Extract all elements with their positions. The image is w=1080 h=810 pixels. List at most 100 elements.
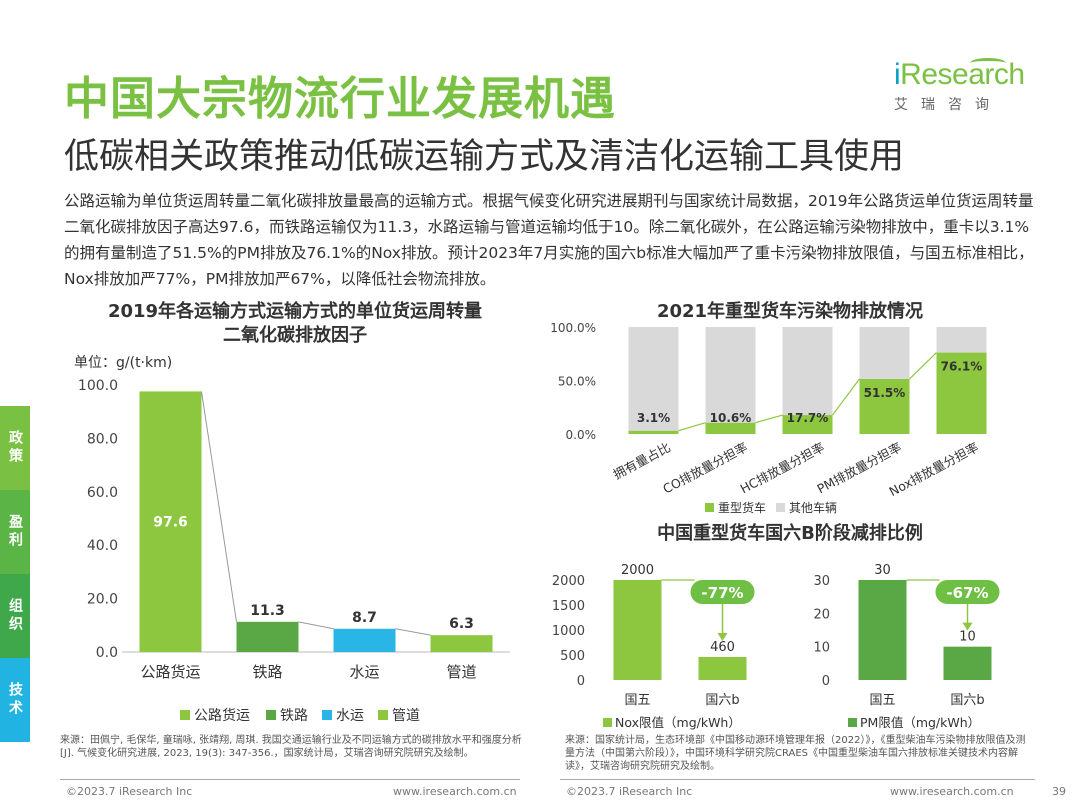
chart2-bar-segment: [936, 352, 987, 434]
chart4-legend-swatch: [848, 718, 857, 727]
side-tab-policy[interactable]: 政策: [0, 406, 30, 490]
chart2-data-label: 10.6%: [710, 411, 752, 425]
chart3-change-badge: [690, 580, 755, 604]
chart4-data-label: 10: [959, 630, 976, 645]
chart4-y-tick: 30: [813, 574, 830, 589]
chart1-unit-label: 单位：g/(t·km): [74, 355, 172, 371]
chart1-bar: [236, 621, 299, 652]
chart4-x-tick: 国六b: [950, 693, 984, 708]
chart3-change-arrow-icon: [717, 633, 728, 641]
chart1-y-tick: 0.0: [96, 645, 118, 661]
footer-copyright-left: ©2023.7 iResearch Inc: [66, 785, 193, 798]
side-tab-organization[interactable]: 组织: [0, 574, 30, 658]
chart4-legend-label: PM限值（mg/kWh）: [860, 715, 980, 730]
chart1-data-label: 97.6: [153, 515, 188, 531]
iresearch-logo: iResearch 艾瑞咨询: [894, 58, 1025, 118]
chart3-y-tick: 1000: [552, 624, 585, 639]
chart2-connector-line: [832, 378, 860, 416]
chart3-title: 中国重型货车国六B阶段减排比例: [657, 523, 923, 544]
chart2-x-tick: 拥有量占比: [611, 439, 673, 482]
chart3-bar: [698, 657, 747, 680]
chart3-data-label: 460: [710, 640, 735, 655]
chart1-title: 2019年各运输方式运输方式的单位货运周转量 二氧化碳排放因子: [60, 300, 530, 348]
chart2-legend-swatch: [776, 503, 785, 512]
chart1-y-tick: 40.0: [87, 538, 118, 554]
chart4-pm-bar-chart: 0 10 20 30 30 国五 10 国六b -67% PM限值（mg/kWh）: [813, 563, 1000, 730]
chart3-legend-label: Nox限值（mg/kWh）: [615, 715, 741, 730]
chart2-data-label: 76.1%: [941, 360, 983, 374]
chart2-bar-segment: [782, 415, 833, 434]
chart1-y-tick: 80.0: [87, 431, 118, 447]
side-tab-profit[interactable]: 盈利: [0, 490, 30, 574]
side-tab-technology[interactable]: 技术: [0, 658, 30, 742]
chart2-bar-segment: [705, 422, 756, 434]
chart2-connector-line: [678, 422, 706, 432]
chart3-y-tick: 2000: [552, 574, 585, 589]
chart3-change-label: -77%: [701, 584, 743, 602]
chart1-connector-line: [395, 628, 431, 636]
chart2-connector-line: [755, 414, 783, 424]
chart1-x-tick: 水运: [349, 663, 379, 681]
chart1-x-tick: 公路货运: [140, 663, 200, 681]
chart1-data-label: 6.3: [449, 616, 474, 632]
chart4-x-tick: 国五: [869, 693, 895, 708]
chart4-change-arrow-icon: [962, 622, 973, 631]
chart1-legend-swatch: [378, 710, 388, 720]
chart2-data-label: 17.7%: [787, 411, 829, 425]
chart2-legend-label: 其他车辆: [789, 500, 837, 515]
chart2-legend-swatch: [705, 503, 714, 512]
footer-copyright-right: ©2023.7 iResearch Inc: [566, 785, 693, 798]
logo-swoosh-icon: [970, 58, 1006, 68]
chart3-y-tick: 0: [577, 674, 585, 689]
footer-url-right[interactable]: www.iresearch.com.cn: [890, 785, 1014, 798]
chart1-y-tick: 20.0: [87, 592, 118, 608]
chart3-bar: [613, 580, 662, 680]
source-left: 来源：田佩宁, 毛保华, 童瑞咏, 张靖翔, 周琪. 我国交通运输行业及不同运输…: [60, 735, 522, 759]
chart1-legend-swatch: [322, 710, 332, 720]
chart2-bar-segment: [705, 327, 756, 423]
chart2-x-tick: CO排放量分担率: [660, 439, 750, 496]
side-tab-label: 政策: [7, 430, 23, 466]
side-tab-label: 盈利: [7, 514, 23, 550]
side-tab-label: 技术: [7, 682, 23, 718]
chart1-x-tick: 铁路: [252, 663, 282, 681]
chart2-connector-line: [909, 352, 937, 380]
chart4-y-tick: 0: [822, 674, 830, 689]
chart4-change-badge: [935, 580, 1000, 604]
chart2-data-label: 3.1%: [637, 411, 670, 425]
chart2-legend-label: 重型货车: [718, 500, 766, 515]
chart1-title-line1: 2019年各运输方式运输方式的单位货运周转量: [107, 301, 483, 322]
chart1-y-tick: 100.0: [78, 378, 118, 394]
chart1-y-tick: 60.0: [87, 485, 118, 501]
chart1-title-line2: 二氧化碳排放因子: [223, 325, 367, 346]
chart2-y-tick: 0.0%: [566, 428, 597, 442]
chart1-bar: [430, 635, 493, 652]
logo-letter-i: i: [894, 58, 901, 91]
chart3-data-label: 2000: [621, 563, 654, 578]
chart2-y-tick: 100.0%: [550, 321, 596, 335]
chart1-data-label: 8.7: [352, 610, 377, 626]
page-number: 39: [1052, 785, 1066, 798]
chart3-nox-bar-chart: 0 500 1000 1500 2000 2000 国五 460 国六b -77% Nox限值（mg…: [552, 563, 755, 730]
side-tab-label: 组织: [7, 598, 23, 634]
chart1-legend-swatch: [266, 710, 276, 720]
intro-paragraph: 公路运输为单位货运周转量二氧化碳排放量最高的运输方式。根据气候变化研究进展期刊与…: [64, 192, 1034, 288]
chart1-legend-swatch: [180, 710, 190, 720]
chart3-legend-swatch: [603, 718, 612, 727]
chart4-change-label: -67%: [946, 584, 988, 602]
chart1-co2-bar-chart: 单位：g/(t·km) 0.0 20.0 40.0 60.0 80.0 100.0 97.6 公…: [74, 355, 510, 724]
page-subtitle: 低碳相关政策推动低碳运输方式及清洁化运输工具使用: [64, 137, 905, 177]
chart4-bar: [943, 646, 992, 680]
chart3-y-tick: 500: [560, 649, 585, 664]
chart2-data-label: 51.5%: [864, 386, 906, 400]
chart2-bar-segment: [628, 430, 679, 434]
chart2-x-tick: HC排放量分担率: [738, 439, 827, 496]
footer-url-left[interactable]: www.iresearch.com.cn: [393, 785, 517, 798]
chart4-y-tick: 10: [813, 641, 830, 656]
chart4-data-label: 30: [874, 563, 891, 578]
chart2-bar-segment: [782, 327, 833, 416]
chart2-bar-segment: [936, 327, 987, 353]
chart2-y-tick: 50.0%: [558, 375, 596, 389]
chart1-bar: [139, 391, 202, 652]
chart2-bar-segment: [628, 327, 679, 431]
